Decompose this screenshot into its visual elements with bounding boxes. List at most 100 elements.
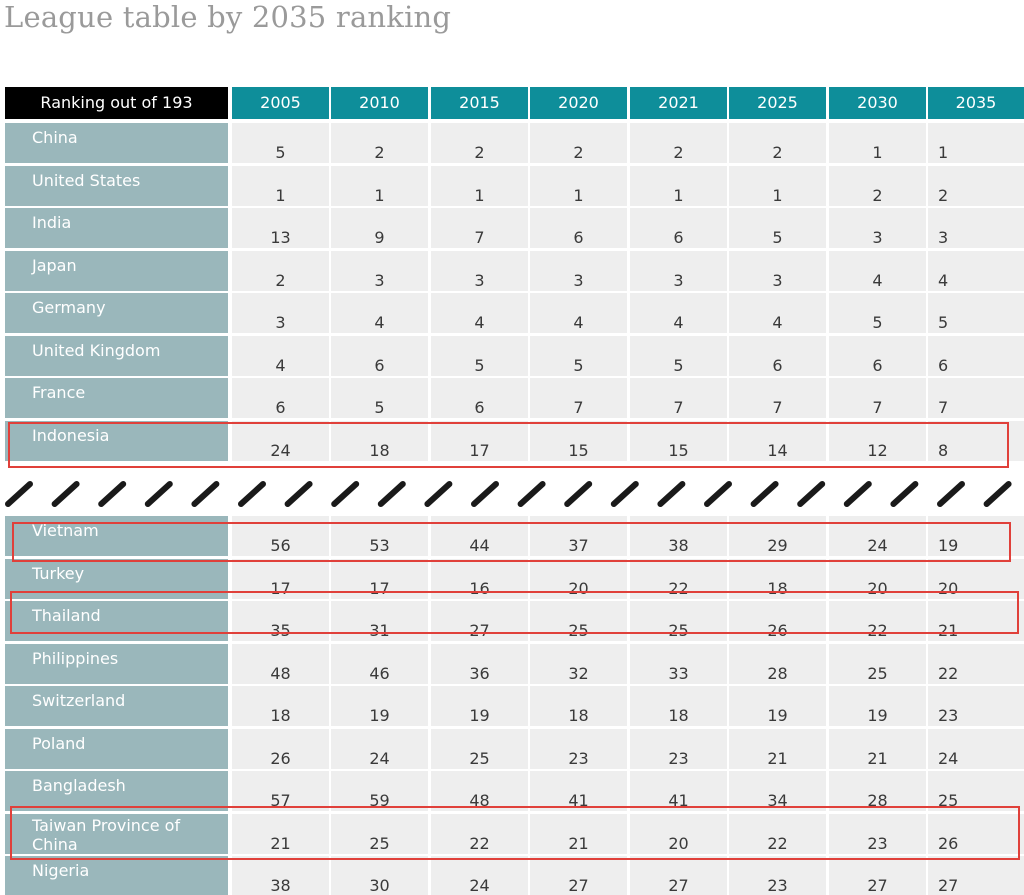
rank-cell: 18	[630, 686, 727, 726]
rank-cell: 17	[331, 559, 428, 599]
country-label: United States	[5, 166, 228, 206]
rank-cell: 28	[729, 644, 826, 684]
rank-cell: 23	[829, 814, 926, 854]
rank-cell: 4	[829, 251, 926, 291]
rank-cell: 5	[530, 336, 627, 376]
rank-cell: 7	[829, 378, 926, 418]
country-label: Poland	[5, 729, 228, 769]
break-slash	[890, 481, 919, 507]
rank-cell: 6	[331, 336, 428, 376]
rank-cell: 24	[232, 421, 329, 461]
rank-cell: 17	[431, 421, 528, 461]
rank-cell: 7	[630, 378, 727, 418]
rank-cell: 22	[829, 601, 926, 641]
header-year-2020: 2020	[530, 87, 627, 119]
rank-cell: 25	[630, 601, 727, 641]
rank-cell: 19	[431, 686, 528, 726]
rank-cell: 53	[331, 516, 428, 556]
rank-cell: 21	[829, 729, 926, 769]
country-label: China	[5, 123, 228, 163]
rank-cell: 22	[630, 559, 727, 599]
rank-cell: 5	[729, 208, 826, 248]
rank-cell: 6	[928, 336, 1024, 376]
break-slash	[471, 481, 499, 507]
break-slash	[144, 481, 173, 507]
rank-cell: 28	[829, 771, 926, 811]
rank-cell: 23	[530, 729, 627, 769]
rank-cell: 4	[928, 251, 1024, 291]
rank-cell: 5	[928, 293, 1024, 333]
rank-cell: 18	[232, 686, 329, 726]
rank-cell: 1	[829, 123, 926, 163]
rank-cell: 27	[530, 856, 627, 895]
rank-cell: 18	[530, 686, 627, 726]
rank-cell: 20	[829, 559, 926, 599]
country-label: Indonesia	[5, 421, 228, 461]
rank-cell: 19	[331, 686, 428, 726]
rank-cell: 1	[729, 166, 826, 206]
rank-cell: 25	[928, 771, 1024, 811]
rank-cell: 22	[729, 814, 826, 854]
header-corner-label: Ranking out of 193	[5, 87, 228, 119]
break-slash	[704, 481, 732, 507]
rank-cell: 26	[232, 729, 329, 769]
rank-cell: 27	[928, 856, 1024, 895]
rank-cell: 4	[630, 293, 727, 333]
rank-cell: 7	[431, 208, 528, 248]
rank-cell: 26	[729, 601, 826, 641]
rank-cell: 41	[530, 771, 627, 811]
rank-cell: 56	[232, 516, 329, 556]
rank-cell: 5	[829, 293, 926, 333]
rank-cell: 6	[729, 336, 826, 376]
rank-cell: 21	[232, 814, 329, 854]
rank-cell: 27	[431, 601, 528, 641]
rank-cell: 2	[331, 123, 428, 163]
table-break-marker	[5, 481, 1012, 507]
break-slash	[331, 481, 360, 507]
break-slash	[937, 481, 965, 507]
country-label: Vietnam	[5, 516, 228, 556]
rank-cell: 34	[729, 771, 826, 811]
rank-cell: 4	[431, 293, 528, 333]
rank-cell: 5	[630, 336, 727, 376]
break-slash	[657, 481, 686, 507]
rank-cell: 4	[331, 293, 428, 333]
header-year-2015: 2015	[431, 87, 528, 119]
rank-cell: 21	[928, 601, 1024, 641]
break-slash	[983, 481, 1012, 507]
rank-cell: 1	[431, 166, 528, 206]
country-label: Japan	[5, 251, 228, 291]
rank-cell: 1	[630, 166, 727, 206]
rank-cell: 6	[630, 208, 727, 248]
rank-cell: 3	[630, 251, 727, 291]
rank-cell: 24	[431, 856, 528, 895]
rank-cell: 20	[530, 559, 627, 599]
header-year-2025: 2025	[729, 87, 826, 119]
rank-cell: 30	[331, 856, 428, 895]
rank-cell: 1	[928, 123, 1024, 163]
rank-cell: 12	[829, 421, 926, 461]
rank-cell: 7	[530, 378, 627, 418]
rank-cell: 15	[630, 421, 727, 461]
break-slash	[284, 481, 313, 507]
break-slash	[377, 481, 406, 507]
rank-cell: 17	[232, 559, 329, 599]
country-label: Philippines	[5, 644, 228, 684]
rank-cell: 7	[928, 378, 1024, 418]
break-slash	[517, 481, 546, 507]
rank-cell: 22	[928, 644, 1024, 684]
rank-cell: 25	[331, 814, 428, 854]
rank-cell: 2	[232, 251, 329, 291]
break-slash	[843, 481, 872, 507]
header-year-2021: 2021	[630, 87, 727, 119]
rank-cell: 5	[431, 336, 528, 376]
rank-cell: 2	[928, 166, 1024, 206]
rank-cell: 25	[829, 644, 926, 684]
rank-cell: 9	[331, 208, 428, 248]
rank-cell: 41	[630, 771, 727, 811]
rank-cell: 3	[431, 251, 528, 291]
rank-cell: 5	[232, 123, 329, 163]
rank-cell: 24	[829, 516, 926, 556]
